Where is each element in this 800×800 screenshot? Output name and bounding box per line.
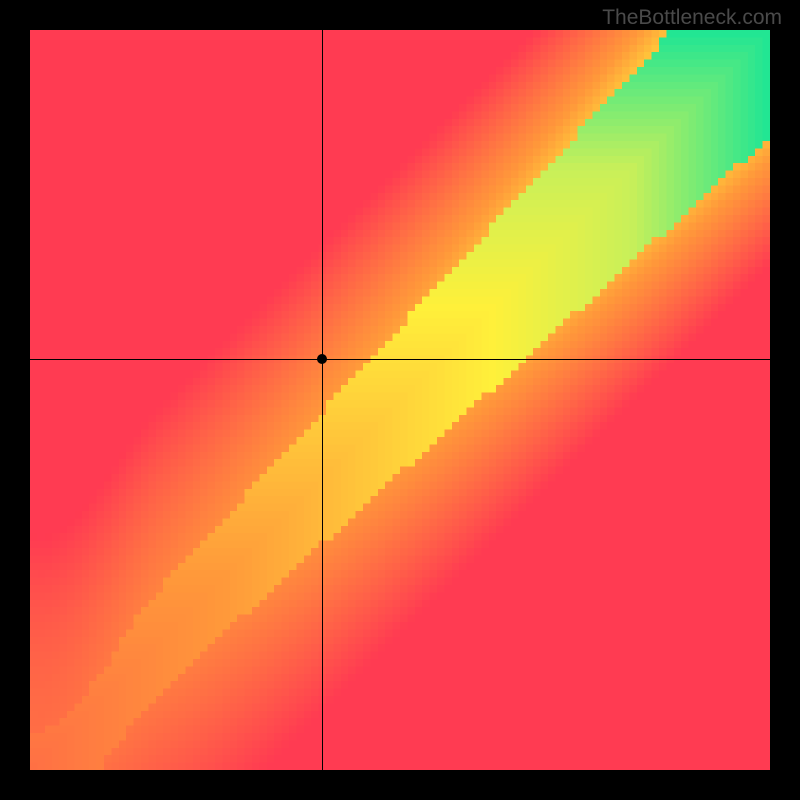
marker-dot (317, 354, 327, 364)
crosshair-horizontal (30, 359, 770, 360)
bottleneck-heatmap-chart (30, 30, 770, 770)
watermark-text: TheBottleneck.com (602, 6, 782, 30)
heatmap-canvas (30, 30, 770, 770)
crosshair-vertical (322, 30, 323, 770)
